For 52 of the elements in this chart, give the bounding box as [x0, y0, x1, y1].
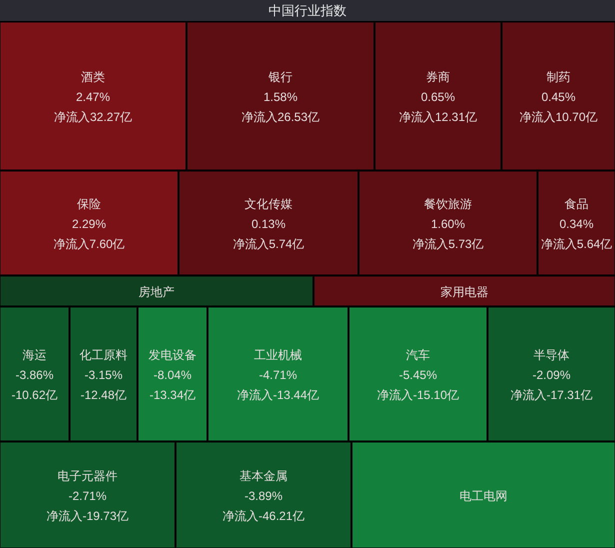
data-label: 0.65% [420, 90, 456, 104]
data-label: 净流入-19.73亿 [46, 509, 129, 523]
category-label: 发电设备 [148, 348, 196, 362]
category-label: 化工原料 [80, 348, 128, 362]
data-label: 净流入-46.21亿 [222, 509, 305, 523]
category-label: 家用电器 [440, 285, 488, 299]
data-label: -13.34亿 [149, 388, 196, 402]
data-label: -4.71% [258, 368, 298, 382]
data-label: 净流入5.73亿 [412, 237, 484, 251]
data-label: 净流入-13.44亿 [236, 388, 320, 402]
category-label: 电工电网 [460, 489, 508, 503]
data-label: 1.58% [263, 90, 298, 104]
data-label: -3.15% [84, 368, 123, 382]
data-label: -5.45% [398, 368, 438, 382]
title: 中国行业指数 [268, 3, 346, 18]
data-label: -3.89% [244, 489, 283, 503]
category-label: 基本金属 [240, 469, 288, 483]
data-label: 2.47% [76, 90, 110, 104]
data-label: 0.45% [541, 90, 576, 104]
data-label: -2.09% [532, 368, 571, 382]
category-label: 制药 [546, 70, 570, 84]
data-label: 净流入32.27亿 [54, 110, 132, 124]
data-label: -8.04% [153, 368, 192, 382]
data-label: 0.34% [559, 217, 594, 231]
category-label: 汽车 [406, 348, 430, 362]
category-label: 工业机械 [254, 348, 302, 362]
category-label: 银行 [268, 70, 292, 84]
data-label: 0.13% [251, 217, 286, 231]
data-label: -2.71% [68, 489, 107, 503]
category-label: 食品 [564, 197, 588, 211]
data-label: 净流入5.74亿 [232, 237, 304, 251]
data-label: 净流入-15.10亿 [376, 388, 460, 402]
data-label: -3.86% [15, 368, 54, 382]
category-label: 餐饮旅游 [424, 197, 472, 211]
data-label: 1.60% [430, 217, 466, 231]
category-label: 文化传媒 [244, 197, 292, 211]
data-label: 2.29% [72, 217, 106, 231]
data-label: 净流入12.31亿 [398, 110, 478, 124]
data-label: -10.62亿 [11, 388, 58, 402]
category-label: 房地产 [138, 285, 174, 299]
data-label: 净流入5.64亿 [540, 237, 612, 251]
data-label: 净流入-17.31亿 [510, 388, 593, 402]
data-label: 净流入10.70亿 [519, 110, 598, 124]
data-label: -12.48亿 [80, 388, 127, 402]
category-label: 酒类 [81, 70, 105, 84]
category-label: 电子元器件 [58, 469, 118, 483]
data-label: 净流入26.53亿 [241, 110, 320, 124]
data-label: 净流入7.60亿 [53, 237, 125, 251]
category-label: 半导体 [534, 348, 570, 362]
category-label: 保险 [77, 197, 101, 211]
category-label: 券商 [426, 70, 450, 84]
category-label: 海运 [22, 348, 46, 362]
